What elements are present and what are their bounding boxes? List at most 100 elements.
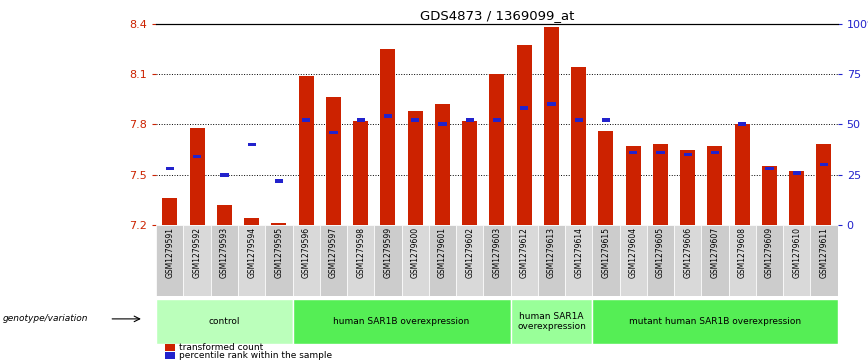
Bar [811, 225, 838, 296]
Text: GSM1279595: GSM1279595 [274, 227, 283, 278]
Text: GSM1279598: GSM1279598 [356, 227, 365, 278]
Bar [548, 102, 556, 106]
Bar [592, 299, 838, 344]
Bar [275, 179, 283, 183]
Bar [326, 97, 341, 225]
Text: GSM1279599: GSM1279599 [384, 227, 392, 278]
Bar [647, 225, 674, 296]
Bar [384, 114, 392, 118]
Text: GSM1279615: GSM1279615 [602, 227, 610, 278]
Bar [783, 225, 811, 296]
Bar [429, 225, 456, 296]
Bar [465, 118, 474, 122]
Text: genotype/variation: genotype/variation [3, 314, 89, 323]
Bar [598, 131, 614, 225]
Bar [347, 225, 374, 296]
Bar [701, 225, 728, 296]
Bar [629, 151, 637, 154]
Text: GSM1279605: GSM1279605 [656, 227, 665, 278]
Text: GSM1279608: GSM1279608 [738, 227, 746, 278]
Bar [319, 225, 347, 296]
Bar [602, 118, 610, 122]
Bar [571, 67, 586, 225]
Bar [357, 118, 365, 122]
Bar [792, 171, 801, 175]
Bar [711, 151, 719, 154]
Text: GSM1279611: GSM1279611 [819, 227, 828, 278]
Text: GSM1279602: GSM1279602 [465, 227, 474, 278]
Text: human SAR1A
overexpression: human SAR1A overexpression [517, 311, 586, 331]
Bar [220, 173, 228, 176]
Bar [374, 225, 402, 296]
Text: GSM1279596: GSM1279596 [302, 227, 311, 278]
Bar [272, 223, 286, 225]
Bar [211, 225, 238, 296]
Text: human SAR1B overexpression: human SAR1B overexpression [333, 317, 470, 326]
Bar [520, 106, 529, 110]
Text: mutant human SAR1B overexpression: mutant human SAR1B overexpression [629, 317, 801, 326]
Bar [510, 299, 592, 344]
Text: GSM1279597: GSM1279597 [329, 227, 338, 278]
Bar [329, 131, 338, 134]
Bar [626, 146, 641, 225]
Bar [408, 111, 423, 225]
Bar [762, 166, 777, 225]
Bar [510, 225, 538, 296]
Bar [411, 118, 419, 122]
Bar [575, 118, 582, 122]
Text: GSM1279607: GSM1279607 [711, 227, 720, 278]
Bar [516, 45, 532, 225]
Bar [266, 225, 293, 296]
Bar [162, 198, 177, 225]
Bar [293, 299, 510, 344]
Text: transformed count: transformed count [179, 343, 263, 352]
Bar [247, 143, 256, 146]
Text: GSM1279592: GSM1279592 [193, 227, 201, 278]
Bar [238, 225, 266, 296]
Bar [620, 225, 647, 296]
Text: GSM1279600: GSM1279600 [411, 227, 419, 278]
Bar [189, 128, 205, 225]
Bar [656, 151, 665, 154]
Text: GSM1279610: GSM1279610 [792, 227, 801, 278]
Bar [538, 225, 565, 296]
Bar [438, 122, 446, 126]
Text: percentile rank within the sample: percentile rank within the sample [179, 351, 332, 360]
Bar [565, 225, 592, 296]
Text: GSM1279604: GSM1279604 [628, 227, 638, 278]
Bar [592, 225, 620, 296]
Bar [653, 144, 668, 225]
Bar [728, 225, 756, 296]
Bar [353, 121, 368, 225]
Bar [766, 167, 773, 171]
Bar [462, 121, 477, 225]
Bar [490, 74, 504, 225]
Bar [707, 146, 722, 225]
Bar [738, 122, 746, 126]
Bar [166, 167, 174, 171]
Bar [435, 104, 450, 225]
Text: GSM1279613: GSM1279613 [547, 227, 556, 278]
Bar [380, 49, 396, 225]
Text: control: control [208, 317, 240, 326]
Text: GSM1279609: GSM1279609 [765, 227, 774, 278]
Bar [789, 171, 805, 225]
Title: GDS4873 / 1369099_at: GDS4873 / 1369099_at [420, 9, 574, 23]
Bar [544, 27, 559, 225]
Text: GSM1279603: GSM1279603 [492, 227, 502, 278]
Bar [483, 225, 510, 296]
Bar [156, 299, 293, 344]
Bar [493, 118, 501, 122]
Bar [193, 155, 201, 158]
Text: GSM1279593: GSM1279593 [220, 227, 229, 278]
Bar [674, 225, 701, 296]
Bar [293, 225, 319, 296]
Bar [217, 205, 232, 225]
Bar [402, 225, 429, 296]
Bar [183, 225, 211, 296]
Bar [734, 124, 750, 225]
Bar [299, 76, 313, 225]
Text: GSM1279601: GSM1279601 [438, 227, 447, 278]
Bar [244, 218, 260, 225]
Text: GSM1279614: GSM1279614 [575, 227, 583, 278]
